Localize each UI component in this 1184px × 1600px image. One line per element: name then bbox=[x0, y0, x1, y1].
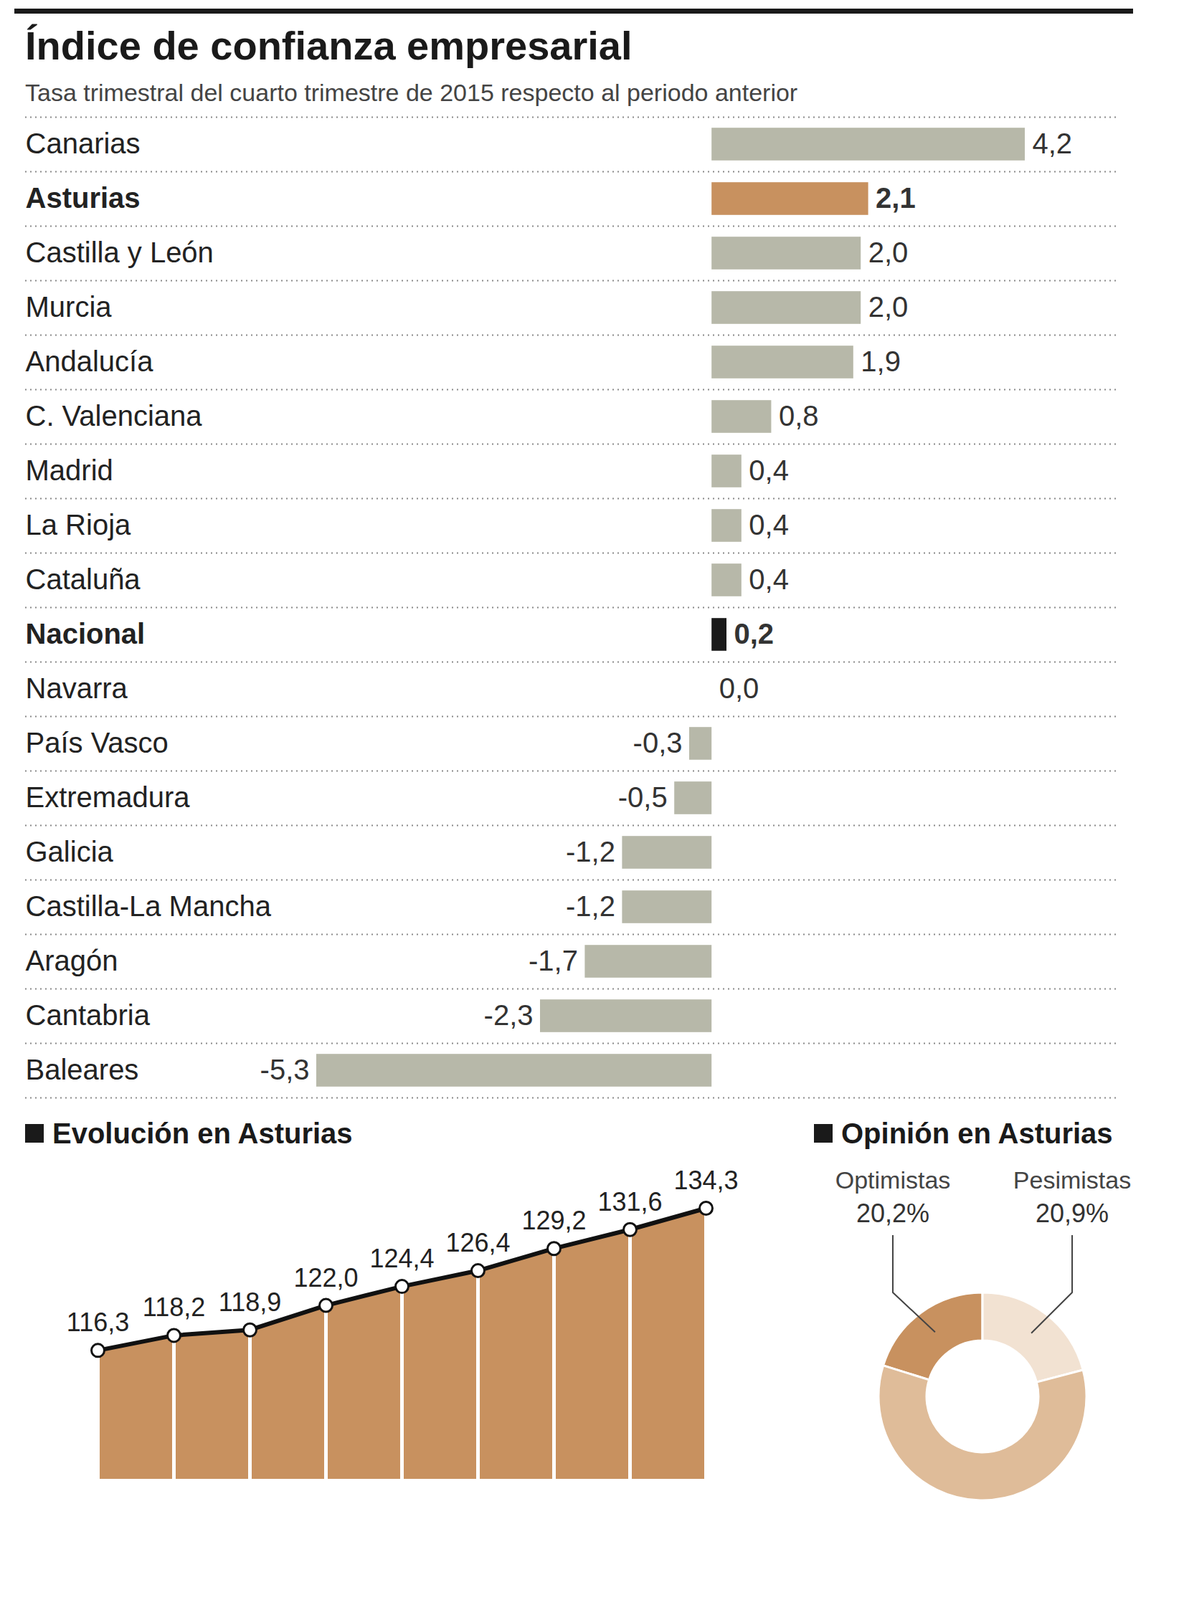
svg-text:País Vasco: País Vasco bbox=[25, 727, 169, 760]
svg-text:Galicia: Galicia bbox=[25, 836, 115, 869]
svg-text:0,4: 0,4 bbox=[748, 564, 789, 596]
svg-text:La Rioja: La Rioja bbox=[25, 509, 132, 542]
svg-text:Aragón: Aragón bbox=[25, 945, 119, 978]
html-text:Tasa trimestral del cuarto tri: Tasa trimestral del cuarto trimestre de … bbox=[25, 78, 798, 106]
svg-text:Extremadura: Extremadura bbox=[25, 782, 191, 814]
svg-text:0,4: 0,4 bbox=[748, 509, 789, 542]
svg-text:Pesimistas: Pesimistas bbox=[1013, 1166, 1131, 1195]
html-text:Opinión en Asturias: Opinión en Asturias bbox=[841, 1118, 1113, 1150]
svg-text:Castilla y León: Castilla y León bbox=[25, 237, 214, 269]
svg-text:1,9: 1,9 bbox=[860, 346, 901, 378]
svg-text:Navarra: Navarra bbox=[25, 673, 129, 705]
svg-text:Cataluña: Cataluña bbox=[25, 564, 142, 596]
svg-text:2,0: 2,0 bbox=[868, 237, 909, 269]
html-text:Índice de confianza empresaria: Índice de confianza empresarial bbox=[25, 22, 633, 69]
svg-text:122,0: 122,0 bbox=[293, 1263, 358, 1294]
svg-text:Murcia: Murcia bbox=[25, 291, 113, 324]
svg-text:-0,3: -0,3 bbox=[633, 727, 683, 760]
svg-text:131,6: 131,6 bbox=[597, 1187, 662, 1217]
svg-text:-1,7: -1,7 bbox=[528, 945, 579, 978]
svg-text:-1,2: -1,2 bbox=[565, 891, 616, 923]
svg-text:2,0: 2,0 bbox=[868, 291, 909, 324]
svg-text:Andalucía: Andalucía bbox=[25, 346, 155, 378]
html-text:Evolución en Asturias: Evolución en Asturias bbox=[52, 1118, 353, 1150]
svg-text:-0,5: -0,5 bbox=[618, 782, 668, 814]
svg-text:118,9: 118,9 bbox=[218, 1287, 282, 1318]
svg-text:116,3: 116,3 bbox=[66, 1308, 130, 1339]
svg-text:Baleares: Baleares bbox=[25, 1054, 140, 1087]
svg-text:129,2: 129,2 bbox=[521, 1206, 586, 1237]
svg-text:Cantabria: Cantabria bbox=[25, 1000, 151, 1032]
svg-text:-1,2: -1,2 bbox=[565, 836, 616, 869]
svg-text:0,4: 0,4 bbox=[748, 455, 789, 487]
svg-text:20,9%: 20,9% bbox=[1035, 1199, 1109, 1229]
svg-text:Canarias: Canarias bbox=[25, 128, 141, 160]
svg-text:126,4: 126,4 bbox=[445, 1228, 510, 1258]
svg-text:-5,3: -5,3 bbox=[260, 1054, 310, 1087]
svg-text:124,4: 124,4 bbox=[369, 1244, 434, 1275]
svg-text:Castilla-La Mancha: Castilla-La Mancha bbox=[25, 891, 272, 923]
svg-text:Optimistas: Optimistas bbox=[835, 1166, 951, 1195]
svg-text:20,2%: 20,2% bbox=[856, 1199, 930, 1229]
svg-text:118,2: 118,2 bbox=[142, 1293, 206, 1324]
svg-text:0,8: 0,8 bbox=[778, 400, 819, 433]
svg-text:2,1: 2,1 bbox=[875, 182, 916, 215]
svg-text:Nacional: Nacional bbox=[25, 618, 146, 651]
svg-text:0,0: 0,0 bbox=[719, 673, 760, 705]
svg-text:Asturias: Asturias bbox=[25, 182, 141, 215]
svg-text:134,3: 134,3 bbox=[673, 1166, 738, 1196]
svg-text:-2,3: -2,3 bbox=[484, 1000, 534, 1032]
svg-text:Madrid: Madrid bbox=[25, 455, 114, 487]
svg-text:C. Valenciana: C. Valenciana bbox=[25, 400, 203, 433]
svg-text:4,2: 4,2 bbox=[1032, 128, 1073, 160]
svg-text:0,2: 0,2 bbox=[734, 618, 775, 651]
